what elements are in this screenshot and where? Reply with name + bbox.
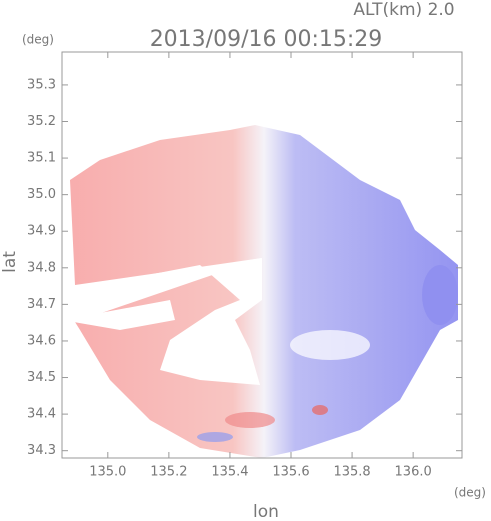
y-tick-label: 34.3 — [27, 443, 56, 458]
x-tick-label: 135.6 — [272, 465, 309, 480]
y-axis-label: lat — [0, 251, 20, 273]
y-tick-label: 35.3 — [27, 77, 56, 92]
y-tick-label: 34.4 — [27, 407, 56, 422]
y-tick-label: 35.0 — [27, 187, 56, 202]
y-tick-label: 34.8 — [27, 260, 56, 275]
plot-frame — [61, 51, 463, 459]
y-tick-label: 35.2 — [27, 114, 56, 129]
x-tick-label: 135.4 — [211, 465, 248, 480]
subtitle: ALT(km) 2.0 — [353, 0, 454, 20]
x-unit: (deg) — [454, 486, 486, 500]
chart-title: 2013/09/16 00:15:29 — [150, 27, 383, 52]
x-axis-label: lon — [253, 502, 279, 521]
y-unit: (deg) — [22, 33, 54, 47]
x-tick-label: 135.8 — [333, 465, 370, 480]
y-tick-label: 35.1 — [27, 151, 56, 166]
radar-field — [62, 125, 458, 458]
x-tick-label: 136.0 — [395, 465, 432, 480]
x-tick-label: 135.0 — [89, 465, 126, 480]
y-tick-label: 34.7 — [27, 297, 56, 312]
y-tick-label: 34.9 — [27, 224, 56, 239]
y-tick-label: 34.5 — [27, 370, 56, 385]
y-tick-label: 34.6 — [27, 333, 56, 348]
x-tick-label: 135.2 — [150, 465, 187, 480]
